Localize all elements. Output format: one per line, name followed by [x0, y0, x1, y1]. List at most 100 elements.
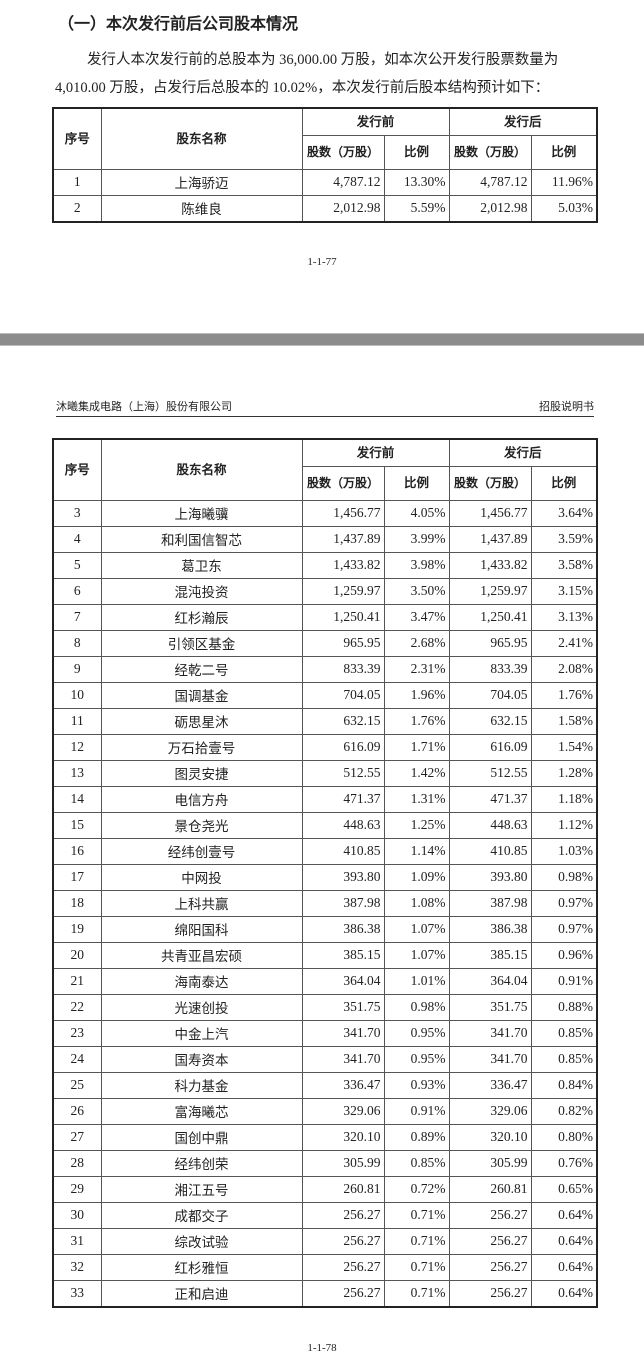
- intro-paragraph: 发行人本次发行前的总股本为 36,000.00 万股，如本次公开发行股票数量为 …: [55, 46, 615, 102]
- cell-seq: 31: [52, 1227, 102, 1255]
- cell-shares-after: 410.85: [448, 837, 532, 865]
- cell-seq: 26: [52, 1097, 102, 1125]
- table-row: 13 图灵安捷 512.55 1.42% 512.55 1.28%: [52, 759, 598, 787]
- table-row: 32 红杉雅恒 256.27 0.71% 256.27 0.64%: [52, 1253, 598, 1281]
- cell-shareholder-name: 红杉瀚辰: [100, 603, 303, 631]
- paragraph-line: 4,010.00 万股，占发行后总股本的 10.02%，本次发行前后股本结构预计…: [55, 80, 550, 96]
- header-seq: 序号: [52, 107, 102, 170]
- cell-seq: 10: [52, 681, 102, 709]
- cell-shares-before: 341.70: [301, 1019, 385, 1047]
- cell-shares-after: 512.55: [448, 759, 532, 787]
- page-header: 沐曦集成电路（上海）股份有限公司 招股说明书: [56, 398, 594, 417]
- table-row: 14 电信方舟 471.37 1.31% 471.37 1.18%: [52, 785, 598, 813]
- cell-ratio-before: 1.14%: [383, 837, 450, 865]
- cell-ratio-before: 1.07%: [383, 941, 450, 969]
- cell-ratio-after: 0.97%: [530, 889, 598, 917]
- cell-seq: 21: [52, 967, 102, 995]
- header-shares: 股数（万股）: [301, 465, 385, 501]
- cell-seq: 33: [52, 1279, 102, 1307]
- header-before: 发行前: [301, 107, 450, 136]
- cell-shares-before: 256.27: [301, 1279, 385, 1307]
- cell-shareholder-name: 中网投: [100, 863, 303, 891]
- header-ratio: 比例: [530, 134, 598, 170]
- cell-seq: 11: [52, 707, 102, 735]
- cell-shareholder-name: 万石拾壹号: [100, 733, 303, 761]
- cell-seq: 24: [52, 1045, 102, 1073]
- cell-shares-after: 336.47: [448, 1071, 532, 1099]
- cell-shares-before: 471.37: [301, 785, 385, 813]
- table-row: 19 绵阳国科 386.38 1.07% 386.38 0.97%: [52, 915, 598, 943]
- cell-seq: 19: [52, 915, 102, 943]
- cell-seq: 20: [52, 941, 102, 969]
- cell-shares-before: 364.04: [301, 967, 385, 995]
- cell-ratio-before: 1.09%: [383, 863, 450, 891]
- cell-shares-before: 616.09: [301, 733, 385, 761]
- cell-ratio-after: 0.96%: [530, 941, 598, 969]
- cell-shares-before: 329.06: [301, 1097, 385, 1125]
- cell-ratio-after: 0.85%: [530, 1045, 598, 1073]
- cell-shares-after: 364.04: [448, 967, 532, 995]
- table-row: 4 和利国信智芯 1,437.89 3.99% 1,437.89 3.59%: [52, 525, 598, 553]
- cell-seq: 7: [52, 603, 102, 631]
- cell-shares-before: 260.81: [301, 1175, 385, 1203]
- cell-ratio-before: 1.42%: [383, 759, 450, 787]
- cell-ratio-after: 11.96%: [530, 168, 598, 196]
- cell-shares-before: 1,259.97: [301, 577, 385, 605]
- cell-seq: 1: [52, 168, 102, 196]
- cell-shares-after: 256.27: [448, 1279, 532, 1307]
- cell-seq: 17: [52, 863, 102, 891]
- cell-ratio-after: 2.08%: [530, 655, 598, 683]
- cell-ratio-before: 3.98%: [383, 551, 450, 579]
- cell-shares-after: 341.70: [448, 1019, 532, 1047]
- table-row: 30 成都交子 256.27 0.71% 256.27 0.64%: [52, 1201, 598, 1229]
- cell-ratio-after: 2.41%: [530, 629, 598, 657]
- cell-ratio-after: 3.15%: [530, 577, 598, 605]
- table-row: 6 混沌投资 1,259.97 3.50% 1,259.97 3.15%: [52, 577, 598, 605]
- cell-ratio-after: 1.28%: [530, 759, 598, 787]
- cell-shares-after: 386.38: [448, 915, 532, 943]
- table-row: 28 经纬创荣 305.99 0.85% 305.99 0.76%: [52, 1149, 598, 1177]
- cell-seq: 9: [52, 655, 102, 683]
- cell-shareholder-name: 综改试验: [100, 1227, 303, 1255]
- cell-seq: 23: [52, 1019, 102, 1047]
- cell-seq: 25: [52, 1071, 102, 1099]
- cell-shareholder-name: 上海骄迈: [100, 168, 303, 196]
- cell-shares-after: 260.81: [448, 1175, 532, 1203]
- cell-shares-after: 256.27: [448, 1227, 532, 1255]
- cell-shareholder-name: 经纬创壹号: [100, 837, 303, 865]
- cell-ratio-before: 1.71%: [383, 733, 450, 761]
- cell-shareholder-name: 砺思星沐: [100, 707, 303, 735]
- cell-ratio-before: 0.71%: [383, 1279, 450, 1307]
- cell-ratio-before: 1.01%: [383, 967, 450, 995]
- cell-shares-after: 2,012.98: [448, 194, 532, 222]
- cell-seq: 2: [52, 194, 102, 222]
- cell-seq: 29: [52, 1175, 102, 1203]
- cell-shares-after: 632.15: [448, 707, 532, 735]
- cell-shares-after: 965.95: [448, 629, 532, 657]
- cell-shareholder-name: 中金上汽: [100, 1019, 303, 1047]
- cell-ratio-before: 3.99%: [383, 525, 450, 553]
- cell-ratio-after: 5.03%: [530, 194, 598, 222]
- table-row: 24 国寿资本 341.70 0.95% 341.70 0.85%: [52, 1045, 598, 1073]
- cell-ratio-before: 0.91%: [383, 1097, 450, 1125]
- cell-ratio-after: 1.12%: [530, 811, 598, 839]
- table-row: 9 经乾二号 833.39 2.31% 833.39 2.08%: [52, 655, 598, 683]
- header-after: 发行后: [448, 438, 598, 467]
- header-before: 发行前: [301, 438, 450, 467]
- table-row: 1 上海骄迈 4,787.12 13.30% 4,787.12 11.96%: [52, 168, 598, 196]
- cell-ratio-after: 0.91%: [530, 967, 598, 995]
- cell-shares-after: 1,456.77: [448, 499, 532, 527]
- cell-seq: 27: [52, 1123, 102, 1151]
- cell-shares-before: 632.15: [301, 707, 385, 735]
- cell-shares-before: 448.63: [301, 811, 385, 839]
- cell-ratio-after: 0.85%: [530, 1019, 598, 1047]
- cell-shares-after: 341.70: [448, 1045, 532, 1073]
- header-name: 股东名称: [100, 438, 303, 501]
- header-seq: 序号: [52, 438, 102, 501]
- cell-shares-after: 616.09: [448, 733, 532, 761]
- cell-ratio-before: 0.93%: [383, 1071, 450, 1099]
- table-row: 2 陈维良 2,012.98 5.59% 2,012.98 5.03%: [52, 194, 598, 222]
- cell-seq: 6: [52, 577, 102, 605]
- cell-shares-before: 386.38: [301, 915, 385, 943]
- table-row: 5 葛卫东 1,433.82 3.98% 1,433.82 3.58%: [52, 551, 598, 579]
